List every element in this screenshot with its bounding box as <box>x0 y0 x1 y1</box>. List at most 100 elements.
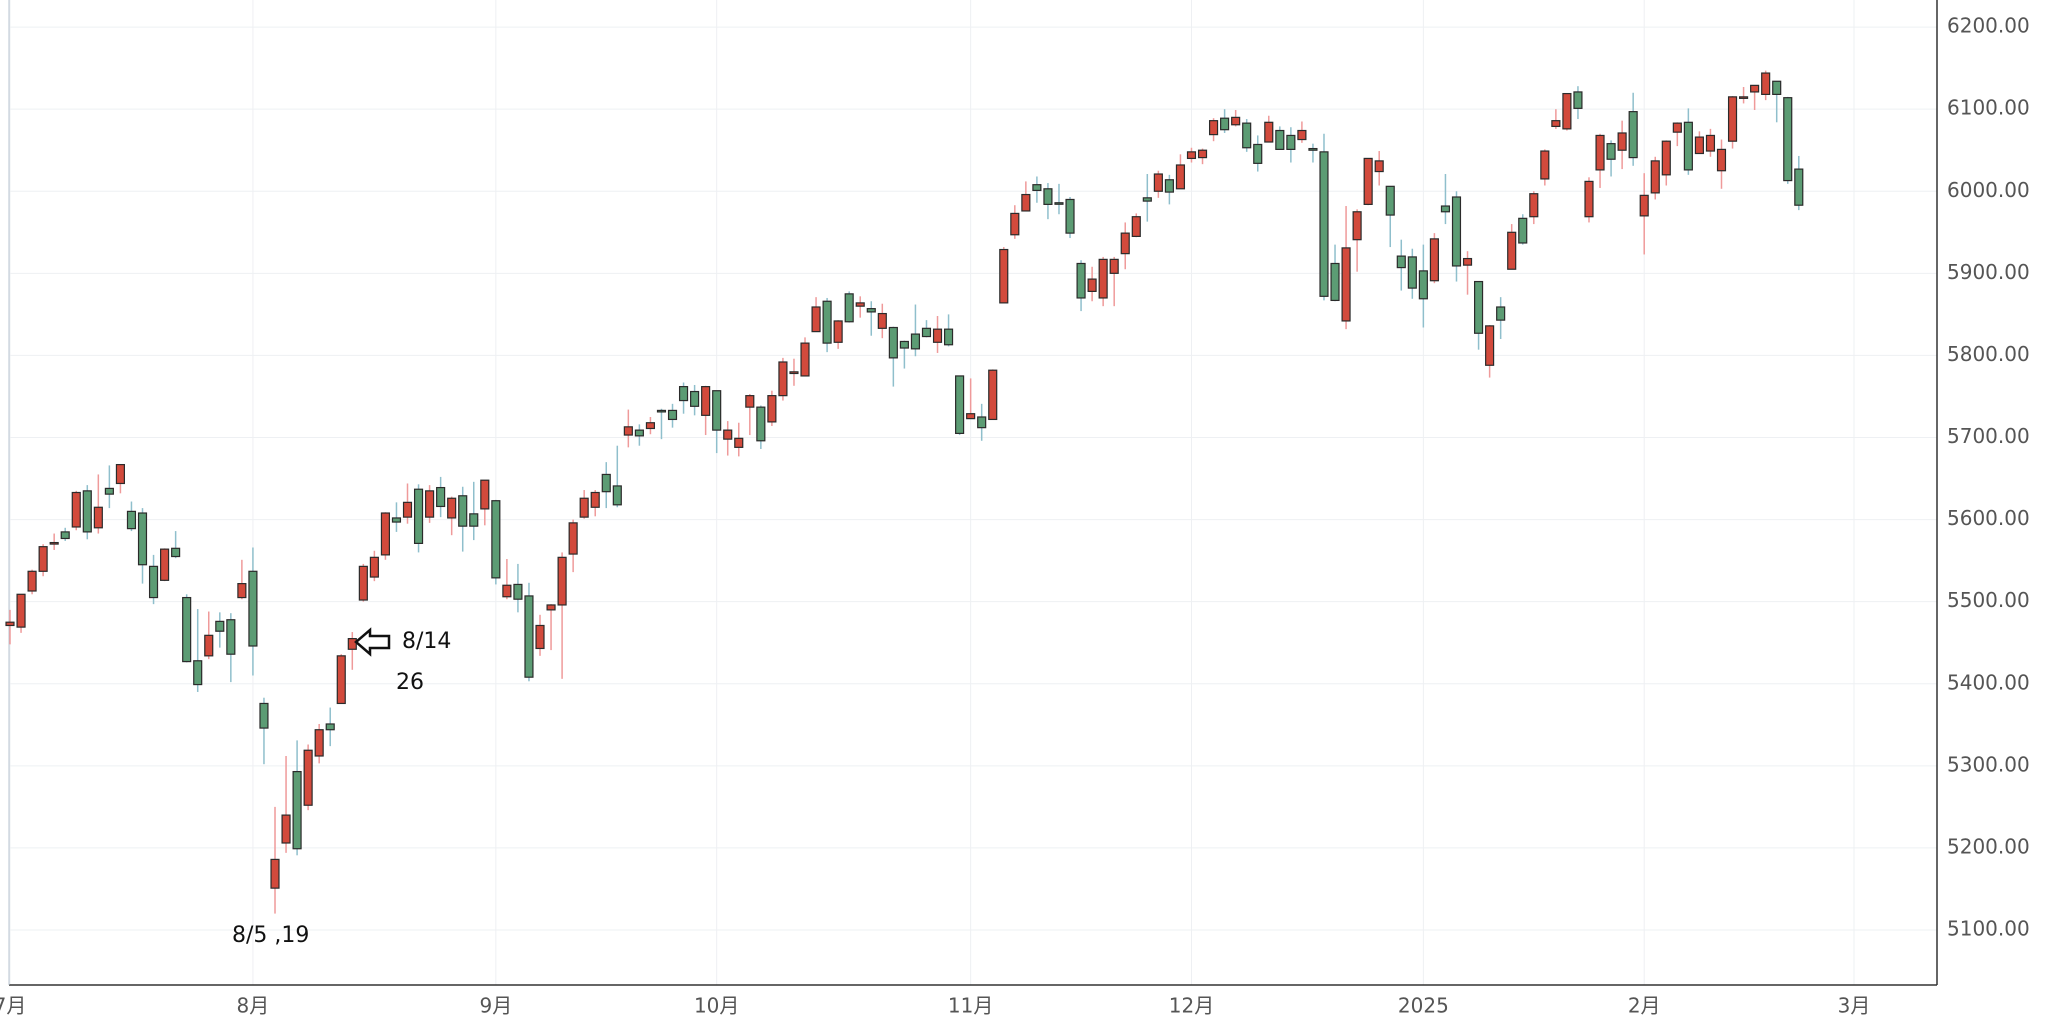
x-tick-label: 2月 <box>1628 994 1661 1018</box>
candle-body <box>1750 84 1760 93</box>
candle-body <box>182 596 192 663</box>
candle-body <box>1694 136 1704 155</box>
candle-body <box>115 463 125 485</box>
candle-body <box>491 500 501 579</box>
candle-body <box>1473 280 1484 334</box>
candle-body <box>237 583 247 599</box>
y-tick-label: 5500.00 <box>1947 588 2030 612</box>
candle-body <box>1407 256 1417 289</box>
x-tick-label: 10月 <box>694 994 739 1018</box>
candle-body <box>866 308 876 313</box>
candle-body <box>1153 173 1163 192</box>
candle-body <box>336 655 346 705</box>
candle-body <box>82 490 92 533</box>
y-tick-label: 6100.00 <box>1947 96 2030 120</box>
candle-body <box>5 621 15 627</box>
candle-body <box>1032 184 1042 192</box>
candle-body <box>546 604 556 611</box>
candle-body <box>1584 180 1594 218</box>
x-tick-label: 2025 <box>1398 994 1449 1018</box>
candle-body <box>656 409 667 413</box>
candle-body <box>966 413 976 420</box>
candle-body <box>1242 122 1252 149</box>
candle-body <box>480 479 490 510</box>
candle-body <box>1054 202 1064 205</box>
candle-body <box>126 510 137 530</box>
candle-body <box>1772 80 1782 95</box>
candle-body <box>1330 262 1340 302</box>
candle-body <box>932 328 943 343</box>
candle-body <box>999 248 1009 304</box>
y-tick-label: 6200.00 <box>1947 14 2030 38</box>
candle-body <box>1175 164 1186 190</box>
candle-body <box>535 624 545 650</box>
candle-body <box>1363 157 1373 205</box>
annotation: 8/14 <box>402 629 451 654</box>
candle-body <box>1197 149 1208 159</box>
candle-body <box>358 565 368 601</box>
candle-body <box>822 300 832 344</box>
candle-body <box>1705 134 1716 152</box>
candle-body <box>1131 216 1141 237</box>
candle-body <box>502 584 512 598</box>
candle-body <box>877 312 887 329</box>
candle-body <box>1098 258 1108 299</box>
candle-body <box>678 386 689 402</box>
candle-body <box>601 473 611 493</box>
candle-body <box>347 638 357 650</box>
candle-body <box>590 491 600 508</box>
candle-body <box>557 556 567 606</box>
candle-body <box>955 375 965 435</box>
candle-body <box>1429 238 1439 282</box>
candle-body <box>712 390 722 431</box>
candle-body <box>215 620 225 632</box>
candle-body <box>888 326 898 359</box>
candle-body <box>1529 193 1539 218</box>
candle-body <box>1639 194 1649 217</box>
candle-body <box>645 422 656 430</box>
candle-body <box>1374 160 1384 173</box>
candle-body <box>855 302 865 307</box>
candle-body <box>568 522 578 555</box>
candle-body <box>1231 116 1241 126</box>
candle-body <box>811 306 821 333</box>
candle-body <box>723 429 733 440</box>
candle-body <box>1275 129 1285 150</box>
candle-body <box>71 491 81 528</box>
candle-body <box>314 729 324 757</box>
candle-body <box>413 488 424 544</box>
candle-body <box>745 395 755 408</box>
candle-body <box>292 770 302 850</box>
candle-body <box>844 293 854 323</box>
candle-body <box>1672 122 1682 133</box>
candle-body <box>1352 211 1362 241</box>
candle-body <box>1661 140 1671 176</box>
candle-body <box>910 333 921 350</box>
candle-body <box>1595 134 1605 171</box>
candle-body <box>447 497 457 519</box>
candle-body <box>1716 148 1727 172</box>
candle-body <box>1451 196 1462 267</box>
candle-body <box>1496 306 1506 321</box>
candle-body <box>380 512 391 556</box>
candle-body <box>756 406 766 442</box>
candle-body <box>248 570 258 647</box>
candle-body <box>734 437 744 448</box>
candle-body <box>436 486 446 508</box>
x-tick-label: 9月 <box>479 994 512 1018</box>
candle-body <box>469 513 479 527</box>
candle-body <box>1551 120 1561 128</box>
candle-body <box>612 485 622 506</box>
x-tick-label: 12月 <box>1169 994 1214 1018</box>
candle-body <box>1010 212 1020 236</box>
y-tick-label: 5600.00 <box>1947 506 2030 530</box>
candle-body <box>623 426 633 436</box>
candle-body <box>1164 179 1174 193</box>
candle-body <box>148 565 159 599</box>
candle-body <box>524 595 534 678</box>
candle-body <box>49 541 59 545</box>
candle-body <box>391 517 402 523</box>
candle-body <box>921 327 932 338</box>
y-tick-label: 6000.00 <box>1947 178 2030 202</box>
